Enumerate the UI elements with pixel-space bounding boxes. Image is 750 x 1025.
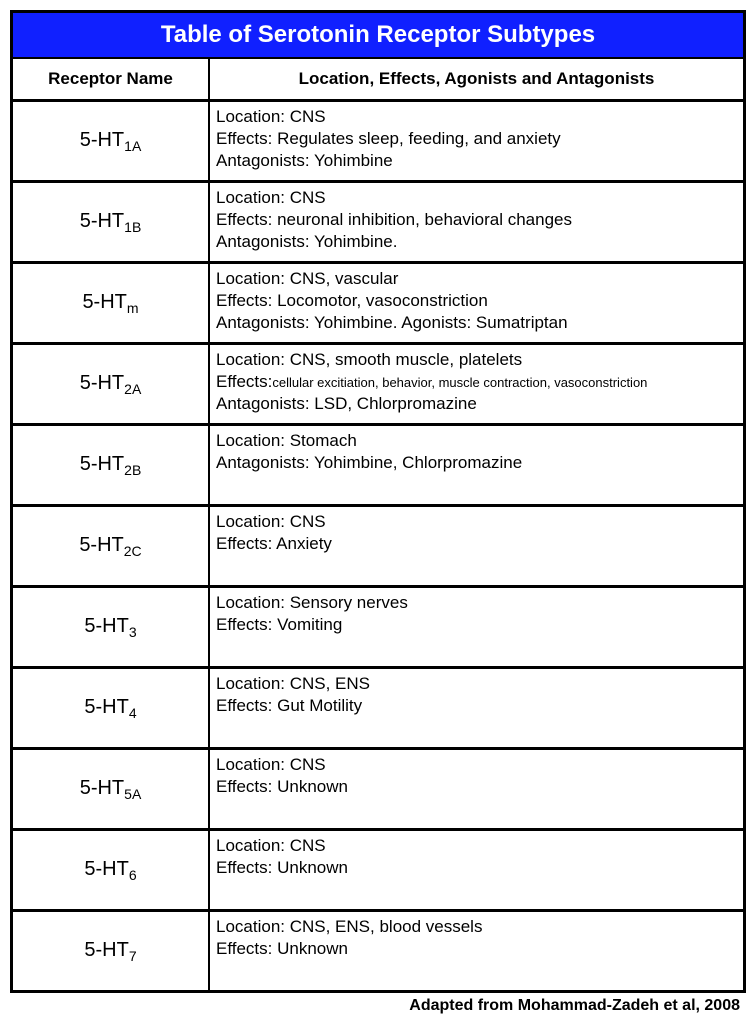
table-row: 5-HT2CLocation: CNSEffects: Anxiety xyxy=(13,506,743,587)
receptor-name-cell: 5-HT6 xyxy=(13,830,209,911)
receptor-subscript: 5A xyxy=(124,786,141,802)
receptor-base: 5-HT xyxy=(84,939,128,961)
receptor-subscript: 2C xyxy=(124,543,142,559)
receptor-subscript: m xyxy=(127,300,139,316)
detail-line: Location: CNS, smooth muscle, platelets xyxy=(216,349,737,371)
receptor-detail-cell: Location: CNSEffects: neuronal inhibitio… xyxy=(209,182,743,263)
table-row: 5-HT1BLocation: CNSEffects: neuronal inh… xyxy=(13,182,743,263)
receptor-name-cell: 5-HT2C xyxy=(13,506,209,587)
detail-line: Effects: Unknown xyxy=(216,776,737,798)
detail-line: Location: CNS xyxy=(216,511,737,533)
receptor-name-cell: 5-HT5A xyxy=(13,749,209,830)
table-row: 5-HT3Location: Sensory nervesEffects: Vo… xyxy=(13,587,743,668)
receptor-subscript: 1B xyxy=(124,219,141,235)
receptor-base: 5-HT xyxy=(80,210,124,232)
receptor-detail-cell: Location: CNS, vascularEffects: Locomoto… xyxy=(209,263,743,344)
receptor-subscript: 1A xyxy=(124,138,141,154)
receptor-detail-cell: Location: CNSEffects: Unknown xyxy=(209,749,743,830)
receptor-base: 5-HT xyxy=(79,534,123,556)
table-row: 5-HT1ALocation: CNSEffects: Regulates sl… xyxy=(13,101,743,182)
receptor-name-cell: 5-HT7 xyxy=(13,911,209,991)
detail-line: Effects: neuronal inhibition, behavioral… xyxy=(216,209,737,231)
receptor-name-cell: 5-HT1A xyxy=(13,101,209,182)
detail-line: Location: CNS, ENS xyxy=(216,673,737,695)
receptor-subscript: 2A xyxy=(124,381,141,397)
receptor-detail-cell: Location: CNSEffects: Anxiety xyxy=(209,506,743,587)
receptor-detail-cell: Location: StomachAntagonists: Yohimbine,… xyxy=(209,425,743,506)
receptor-subscript: 6 xyxy=(129,867,137,883)
receptor-name-cell: 5-HT4 xyxy=(13,668,209,749)
receptor-base: 5-HT xyxy=(80,777,124,799)
detail-line: Antagonists: Yohimbine. Agonists: Sumatr… xyxy=(216,312,737,334)
header-detail: Location, Effects, Agonists and Antagoni… xyxy=(209,59,743,101)
detail-line: Location: CNS, ENS, blood vessels xyxy=(216,916,737,938)
receptor-base: 5-HT xyxy=(84,858,128,880)
table-row: 5-HT6Location: CNSEffects: Unknown xyxy=(13,830,743,911)
receptor-name-cell: 5-HT1B xyxy=(13,182,209,263)
detail-line: Antagonists: Yohimbine. xyxy=(216,231,737,253)
receptor-detail-cell: Location: CNSEffects: Regulates sleep, f… xyxy=(209,101,743,182)
detail-line: Effects: Regulates sleep, feeding, and a… xyxy=(216,128,737,150)
detail-line: Effects: Locomotor, vasoconstriction xyxy=(216,290,737,312)
receptor-table: Receptor Name Location, Effects, Agonist… xyxy=(13,59,743,990)
header-receptor-name: Receptor Name xyxy=(13,59,209,101)
detail-line: Location: CNS, vascular xyxy=(216,268,737,290)
receptor-name-cell: 5-HT2B xyxy=(13,425,209,506)
detail-line: Location: Sensory nerves xyxy=(216,592,737,614)
receptor-detail-cell: Location: CNSEffects: Unknown xyxy=(209,830,743,911)
receptor-base: 5-HT xyxy=(84,696,128,718)
detail-prefix: Effects: xyxy=(216,372,272,391)
detail-small-text: cellular excitiation, behavior, muscle c… xyxy=(272,375,647,390)
citation: Adapted from Mohammad-Zadeh et al, 2008 xyxy=(10,997,740,1015)
table-row: 5-HT2ALocation: CNS, smooth muscle, plat… xyxy=(13,344,743,425)
receptor-subscript: 4 xyxy=(129,705,137,721)
table-row: 5-HT7Location: CNS, ENS, blood vesselsEf… xyxy=(13,911,743,991)
receptor-subscript: 7 xyxy=(129,948,137,964)
receptor-base: 5-HT xyxy=(80,129,124,151)
receptor-subscript: 2B xyxy=(124,462,141,478)
receptor-name-cell: 5-HTm xyxy=(13,263,209,344)
table-body: 5-HT1ALocation: CNSEffects: Regulates sl… xyxy=(13,101,743,991)
receptor-detail-cell: Location: CNS, ENS, blood vesselsEffects… xyxy=(209,911,743,991)
table-row: 5-HT4Location: CNS, ENSEffects: Gut Moti… xyxy=(13,668,743,749)
detail-line: Effects: Unknown xyxy=(216,857,737,879)
detail-line: Antagonists: Yohimbine, Chlorpromazine xyxy=(216,452,737,474)
receptor-base: 5-HT xyxy=(80,453,124,475)
detail-line: Location: CNS xyxy=(216,754,737,776)
table-title: Table of Serotonin Receptor Subtypes xyxy=(13,13,743,59)
detail-line: Location: CNS xyxy=(216,835,737,857)
table-row: 5-HT5ALocation: CNSEffects: Unknown xyxy=(13,749,743,830)
detail-line: Location: Stomach xyxy=(216,430,737,452)
receptor-subscript: 3 xyxy=(129,624,137,640)
receptor-name-cell: 5-HT3 xyxy=(13,587,209,668)
detail-line: Antagonists: LSD, Chlorpromazine xyxy=(216,393,737,415)
receptor-detail-cell: Location: CNS, smooth muscle, plateletsE… xyxy=(209,344,743,425)
detail-line: Effects: Vomiting xyxy=(216,614,737,636)
table-row: 5-HT2BLocation: StomachAntagonists: Yohi… xyxy=(13,425,743,506)
receptor-base: 5-HT xyxy=(84,615,128,637)
detail-line: Location: CNS xyxy=(216,106,737,128)
receptor-table-container: Table of Serotonin Receptor Subtypes Rec… xyxy=(10,10,746,993)
detail-line: Effects: Unknown xyxy=(216,938,737,960)
receptor-base: 5-HT xyxy=(80,372,124,394)
detail-line: Effects:cellular excitiation, behavior, … xyxy=(216,371,737,393)
receptor-detail-cell: Location: Sensory nervesEffects: Vomitin… xyxy=(209,587,743,668)
detail-line: Effects: Anxiety xyxy=(216,533,737,555)
header-row: Receptor Name Location, Effects, Agonist… xyxy=(13,59,743,101)
receptor-name-cell: 5-HT2A xyxy=(13,344,209,425)
receptor-detail-cell: Location: CNS, ENSEffects: Gut Motility xyxy=(209,668,743,749)
table-row: 5-HTmLocation: CNS, vascularEffects: Loc… xyxy=(13,263,743,344)
detail-line: Effects: Gut Motility xyxy=(216,695,737,717)
detail-line: Antagonists: Yohimbine xyxy=(216,150,737,172)
receptor-base: 5-HT xyxy=(82,291,126,313)
detail-line: Location: CNS xyxy=(216,187,737,209)
